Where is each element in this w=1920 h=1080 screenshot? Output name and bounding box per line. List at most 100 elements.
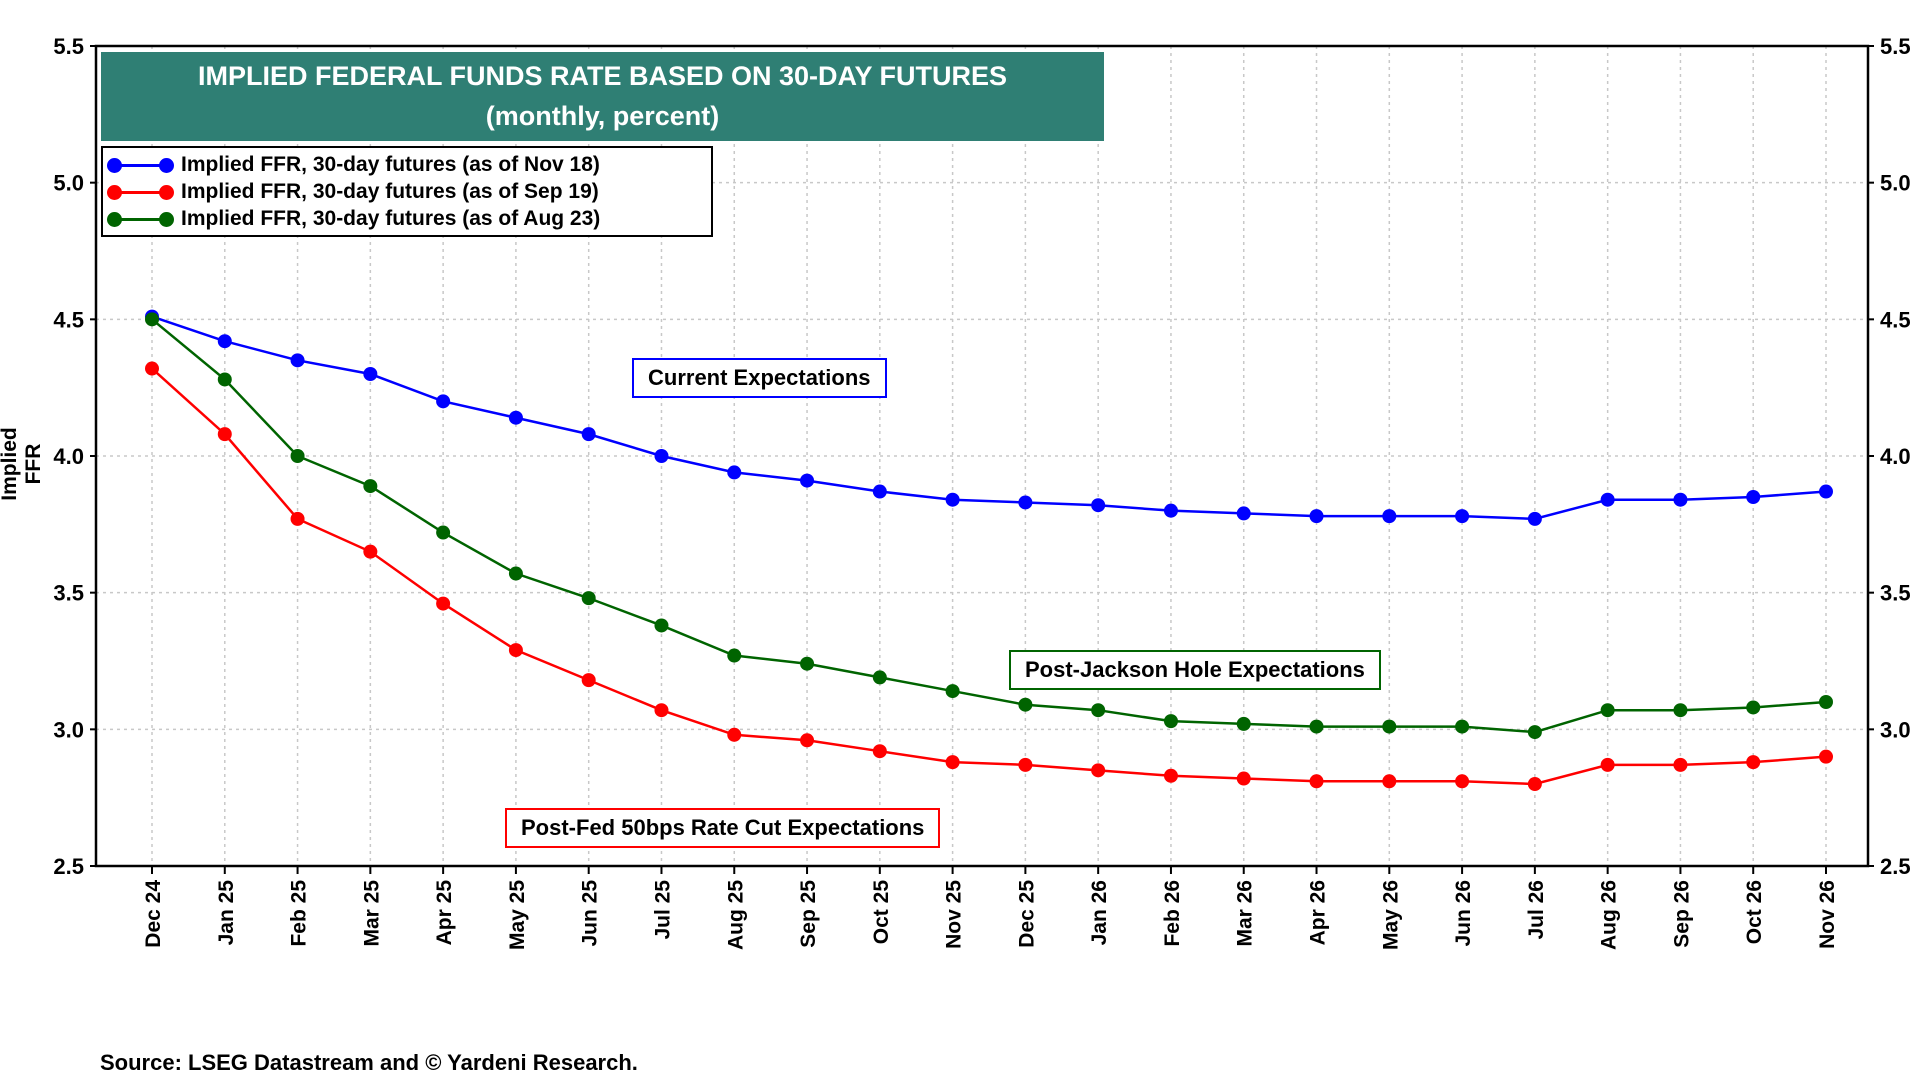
x-tick-label: Jul 25	[651, 880, 674, 940]
data-point-2-12	[1018, 697, 1033, 712]
legend-marker-icon	[159, 212, 174, 227]
data-point-2-21	[1673, 703, 1688, 718]
x-tick-label: Feb 25	[288, 880, 311, 947]
data-point-2-17	[1382, 719, 1397, 734]
source-note: Source: LSEG Datastream and © Yardeni Re…	[100, 1050, 638, 1075]
legend-marker-icon	[159, 158, 174, 173]
x-tick-label: Apr 26	[1307, 880, 1330, 945]
data-point-1-6	[581, 673, 596, 688]
data-point-1-10	[872, 744, 887, 759]
x-tick-label: Aug 25	[724, 880, 747, 950]
data-point-2-6	[581, 591, 596, 606]
data-point-0-17	[1382, 509, 1397, 524]
data-point-2-20	[1600, 703, 1615, 718]
data-point-2-2	[290, 449, 305, 463]
y-tick-label-right: 4.5	[1880, 307, 1911, 332]
data-point-2-8	[727, 648, 742, 663]
data-point-0-12	[1018, 495, 1033, 510]
series-line-0	[151, 315, 1827, 521]
data-point-1-1	[217, 427, 232, 442]
data-point-0-3	[363, 367, 378, 381]
x-tick-label: May 25	[506, 880, 529, 950]
x-tick-label: Mar 26	[1234, 880, 1257, 947]
data-point-0-16	[1309, 509, 1324, 524]
data-point-1-15	[1236, 771, 1251, 786]
data-point-1-9	[800, 733, 815, 748]
data-point-0-14	[1163, 503, 1178, 518]
y-tick-label-left: 5.5	[53, 34, 84, 59]
chart-title-box: IMPLIED FEDERAL FUNDS RATE BASED ON 30-D…	[101, 52, 1104, 141]
y-tick-label-left: 3.0	[53, 717, 84, 742]
data-point-1-23	[1819, 749, 1833, 764]
data-point-1-13	[1091, 763, 1106, 778]
legend-label: Implied FFR, 30-day futures (as of Nov 1…	[181, 153, 600, 176]
data-point-2-10	[872, 670, 887, 685]
legend-marker-icon	[107, 212, 122, 227]
y-tick-label-right: 2.5	[1880, 854, 1911, 879]
data-point-2-5	[508, 566, 523, 581]
data-point-1-22	[1746, 755, 1761, 770]
data-point-0-21	[1673, 492, 1688, 507]
annotation-fed-cut: Post-Fed 50bps Rate Cut Expectations	[505, 808, 941, 848]
y-axis-label: Implied FFR	[0, 427, 45, 501]
y-tick-label-right: 3.0	[1880, 717, 1911, 742]
data-point-2-0	[145, 312, 159, 327]
data-point-0-9	[800, 473, 815, 488]
data-point-2-9	[800, 656, 815, 671]
x-tick-label: Apr 25	[433, 880, 456, 946]
y-tick-label-right: 4.0	[1880, 444, 1911, 469]
y-tick-label-right: 3.5	[1880, 581, 1911, 606]
chart-subtitle: (monthly, percent)	[485, 101, 720, 131]
x-tick-label: Feb 26	[1161, 880, 1184, 947]
series-group	[145, 309, 1833, 791]
data-point-1-5	[508, 643, 523, 658]
data-point-2-4	[436, 525, 451, 540]
data-point-1-7	[654, 703, 669, 718]
annotation-current: Current Expectations	[632, 358, 887, 398]
x-tick-label: Jun 25	[579, 880, 602, 947]
data-point-2-3	[363, 479, 378, 494]
x-tick-label: Jun 26	[1452, 880, 1475, 947]
data-point-1-4	[436, 596, 451, 611]
legend-marker-icon	[107, 185, 122, 200]
data-point-0-22	[1746, 490, 1761, 504]
y-tick-label-left: 4.0	[53, 444, 84, 469]
x-tick-label: Jan 26	[1088, 880, 1111, 945]
data-point-1-16	[1309, 774, 1324, 789]
y-tick-label-left: 4.5	[53, 307, 84, 332]
data-point-2-11	[945, 684, 960, 699]
data-point-0-18	[1455, 509, 1470, 524]
legend-line-icon	[111, 164, 171, 167]
data-point-1-21	[1673, 757, 1688, 772]
data-point-1-19	[1527, 777, 1542, 791]
data-point-0-20	[1600, 492, 1615, 507]
axes: 2.5 2.5 3.0 3.0 3.5 3.5 4.0 4.0 4.5 4.5 5.0 5.0 5.5 5…	[53, 34, 1910, 950]
data-point-2-14	[1163, 714, 1178, 729]
data-point-1-12	[1018, 757, 1033, 772]
x-tick-label: Oct 25	[870, 880, 893, 945]
x-tick-label: Sep 25	[797, 880, 820, 948]
data-point-0-19	[1527, 511, 1542, 526]
data-point-2-23	[1819, 695, 1833, 709]
legend-line-icon	[111, 191, 171, 194]
legend-item-aug23: Implied FFR, 30-day futures (as of Aug 2…	[103, 206, 711, 232]
plot-border	[94, 44, 1870, 868]
x-tick-label: Dec 25	[1015, 880, 1038, 948]
data-point-2-13	[1091, 703, 1106, 718]
data-point-2-19	[1527, 725, 1542, 740]
y-tick-label-right: 5.5	[1880, 34, 1911, 59]
legend-marker-icon	[159, 185, 174, 200]
y-tick-label-left: 2.5	[53, 854, 84, 879]
data-point-0-15	[1236, 506, 1251, 521]
series-line-1	[151, 367, 1827, 786]
x-tick-label: Oct 26	[1743, 880, 1766, 944]
data-point-1-18	[1455, 774, 1470, 789]
y-tick-label-left: 5.0	[53, 171, 84, 196]
x-tick-label: Sep 26	[1670, 880, 1693, 948]
data-point-2-15	[1236, 716, 1251, 731]
legend-label: Implied FFR, 30-day futures (as of Aug 2…	[181, 207, 601, 230]
x-tick-label: Mar 25	[360, 880, 383, 947]
data-point-1-11	[945, 755, 960, 770]
data-point-0-8	[727, 465, 742, 480]
data-point-0-6	[581, 427, 596, 442]
